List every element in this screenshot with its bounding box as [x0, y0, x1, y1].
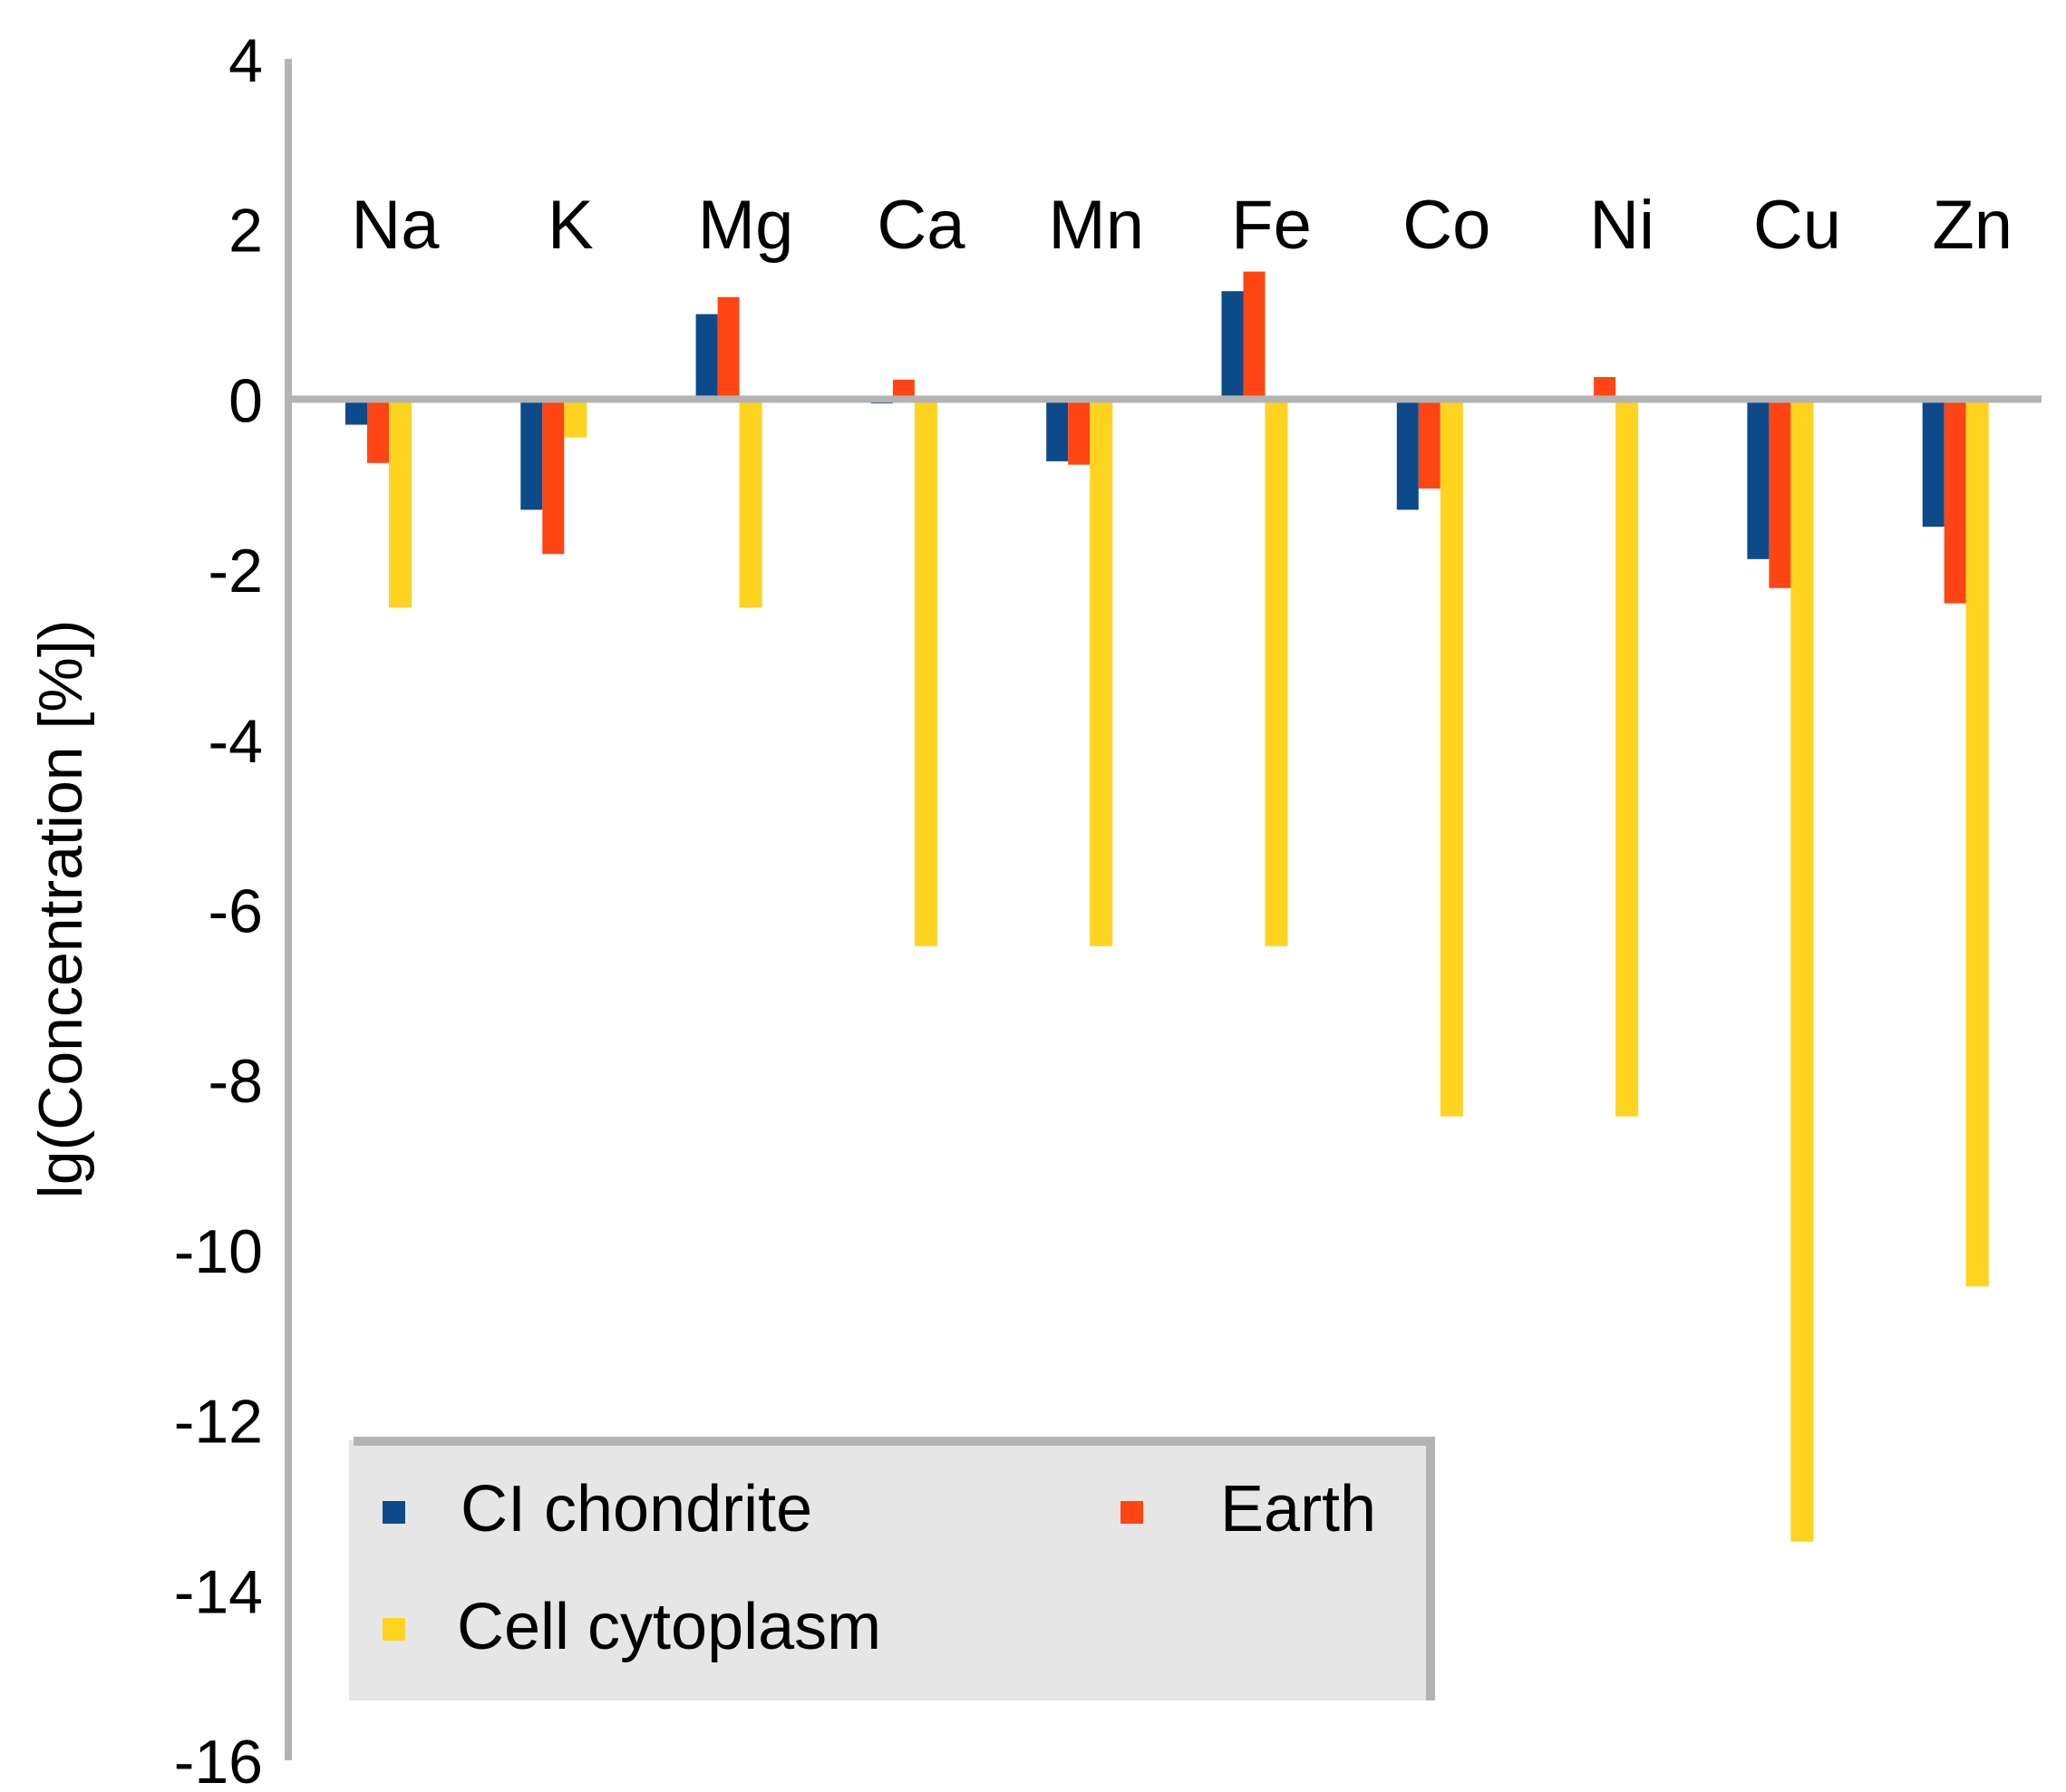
bar-cell-cytoplasm-fe: [1265, 399, 1288, 946]
bar-cell-cytoplasm-ni: [1615, 399, 1639, 1117]
bar-earth-mn: [1068, 399, 1091, 465]
category-label-fe: Fe: [1231, 187, 1312, 264]
y-tick-label: -14: [174, 1557, 263, 1626]
bar-cell-cytoplasm-k: [564, 399, 587, 438]
y-tick-label: -12: [174, 1388, 263, 1457]
category-label-ni: Ni: [1589, 187, 1654, 264]
legend-label-ci-chondrite: CI chondrite: [461, 1473, 812, 1545]
bar-cell-cytoplasm-ca: [914, 399, 937, 946]
category-label-k: K: [548, 187, 594, 264]
legend-swatch-earth: [1120, 1501, 1143, 1524]
bar-cell-cytoplasm-mg: [739, 399, 762, 608]
bar-earth-na: [367, 399, 389, 463]
y-tick-label: 0: [228, 366, 263, 435]
category-label-mg: Mg: [698, 187, 794, 264]
bar-cell-cytoplasm-co: [1440, 399, 1463, 1117]
category-label-ca: Ca: [877, 187, 965, 264]
bar-earth-zn: [1944, 399, 1966, 604]
category-label-zn: Zn: [1932, 187, 2013, 264]
bar-earth-cu: [1769, 399, 1791, 588]
bar-ci-chondrite-mn: [1046, 399, 1069, 461]
bar-ci-chondrite-mg: [695, 314, 718, 400]
bar-ci-chondrite-k: [520, 399, 543, 510]
category-label-na: Na: [351, 187, 440, 264]
category-labels: Na K Mg Ca Mn Fe Co Ni Cu Zn: [351, 187, 2013, 264]
legend-frame: [349, 1440, 1432, 1700]
bars-layer: [345, 271, 1989, 1542]
y-tick-label: -6: [209, 877, 263, 946]
bar-ci-chondrite-fe: [1221, 291, 1244, 400]
legend-label-cell-cytoplasm: Cell cytoplasm: [457, 1591, 881, 1663]
category-label-co: Co: [1402, 187, 1490, 264]
bar-cell-cytoplasm-na: [389, 399, 412, 608]
bar-earth-co: [1418, 399, 1440, 489]
y-tick-label: 2: [228, 197, 263, 266]
bar-earth-ca: [892, 379, 915, 400]
bar-cell-cytoplasm-cu: [1790, 399, 1814, 1542]
legend: CI chondrite Earth Cell cytoplasm: [349, 1437, 1435, 1700]
bar-earth-mg: [717, 296, 740, 400]
bar-ci-chondrite-cu: [1747, 399, 1770, 559]
bar-cell-cytoplasm-mn: [1090, 399, 1113, 946]
bar-ci-chondrite-co: [1396, 399, 1419, 510]
bar-earth-k: [542, 399, 565, 555]
category-label-cu: Cu: [1753, 187, 1841, 264]
category-label-mn: Mn: [1048, 187, 1144, 264]
legend-label-earth: Earth: [1220, 1473, 1376, 1545]
y-tick-label: -8: [209, 1047, 263, 1116]
y-axis-title: lg(Concentration [%]): [26, 620, 95, 1199]
y-tick-label: -16: [174, 1728, 263, 1792]
bar-earth-fe: [1243, 271, 1266, 400]
legend-swatch-ci-chondrite: [383, 1501, 405, 1524]
legend-swatch-cell-cytoplasm: [383, 1618, 405, 1641]
bar-ci-chondrite-na: [345, 399, 367, 425]
bar-ci-chondrite-zn: [1922, 399, 1945, 528]
bar-cell-cytoplasm-zn: [1965, 399, 1989, 1287]
y-tick-label: -4: [209, 707, 263, 776]
y-tick-label: 4: [228, 26, 263, 95]
y-tick-labels: 4 2 0 -2 -4 -6 -8 -10 -12 -14 -16: [174, 26, 263, 1792]
y-tick-label: -2: [209, 537, 263, 605]
y-tick-label: -10: [174, 1217, 263, 1286]
bar-earth-ni: [1594, 376, 1616, 400]
